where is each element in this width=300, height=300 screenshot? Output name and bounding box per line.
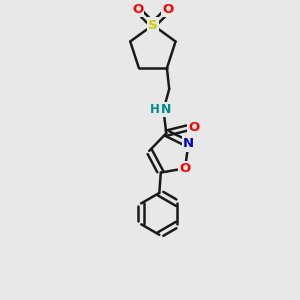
Text: N: N	[161, 103, 172, 116]
Text: O: O	[132, 3, 143, 16]
Text: O: O	[179, 162, 191, 175]
Text: O: O	[162, 3, 174, 16]
Text: S: S	[148, 19, 158, 32]
Text: O: O	[188, 122, 199, 134]
Text: N: N	[183, 137, 194, 151]
Text: H: H	[150, 103, 160, 116]
